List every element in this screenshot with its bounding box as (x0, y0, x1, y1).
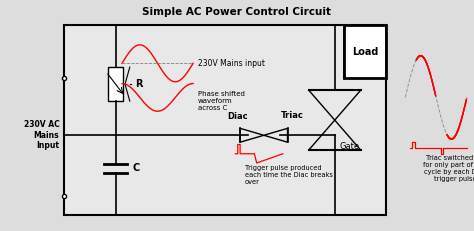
Text: Gate: Gate (339, 142, 360, 151)
Text: R: R (136, 79, 143, 89)
Text: C: C (132, 163, 139, 173)
Text: Simple AC Power Control Circuit: Simple AC Power Control Circuit (143, 7, 331, 17)
Bar (109, 67, 123, 101)
Text: 230V AC
Mains
Input: 230V AC Mains Input (24, 120, 59, 150)
Bar (64, 25, 386, 215)
Text: Diac: Diac (228, 112, 248, 122)
Text: Trigger pulse produced
each time the Diac breaks
over: Trigger pulse produced each time the Dia… (245, 165, 333, 185)
Bar (345, 25, 386, 79)
Text: Load: Load (352, 47, 379, 57)
Text: Triac: Triac (281, 111, 304, 120)
Text: Phase shifted
waveform
across C: Phase shifted waveform across C (198, 91, 245, 111)
Text: 230V Mains input: 230V Mains input (198, 59, 265, 68)
Text: Triac switched on
for only part of half
cycle by each Diac
trigger pulse: Triac switched on for only part of half … (423, 155, 474, 182)
